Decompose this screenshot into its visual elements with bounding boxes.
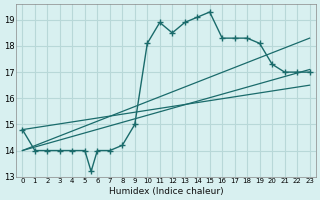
X-axis label: Humidex (Indice chaleur): Humidex (Indice chaleur) <box>109 187 223 196</box>
